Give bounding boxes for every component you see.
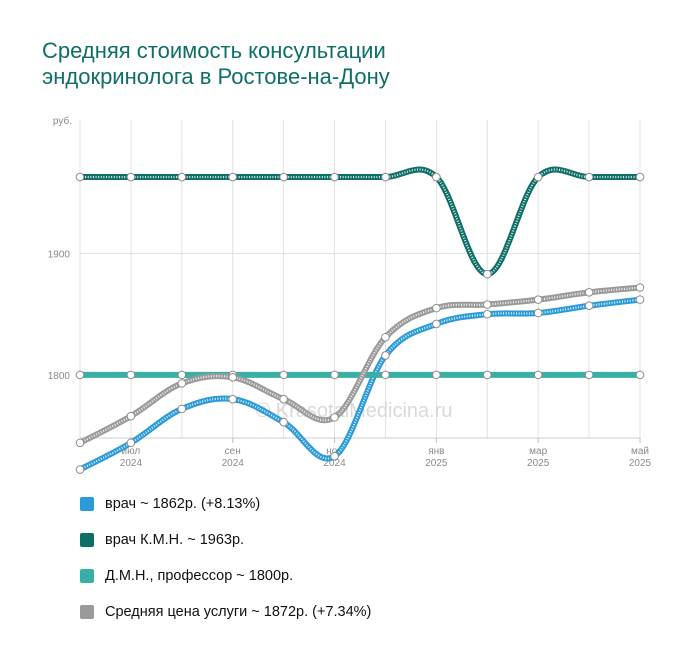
data-point-series-3 [584,288,594,297]
data-point-series-3 [177,379,187,388]
x-tick-label: мар [529,446,547,457]
x-tick-year-label: 2024 [323,458,346,469]
data-point-series-0 [177,404,187,414]
data-point-series-3 [126,411,136,421]
data-point-series-1 [126,172,136,182]
data-point-series-1 [75,172,85,182]
data-point-series-1 [177,172,187,182]
legend-item: Д.М.Н., профессор ~ 1800р. [80,558,371,594]
line-chart: 18001900руб.июл2024сен2024ноя2024янв2025… [48,115,652,474]
chart-legend: врач ~ 1862р. (+8.13%) врач К.М.Н. ~ 1963… [80,486,371,630]
data-point-series-2 [635,370,645,380]
data-point-series-2 [330,370,339,380]
series-line-texture-1 [79,168,640,276]
legend-label: Д.М.Н., профессор ~ 1800р. [105,568,294,584]
x-tick-year-label: 2025 [527,458,550,469]
y-axis-unit-label: руб. [53,115,72,127]
legend-swatch [80,569,94,583]
data-point-series-0 [228,394,238,404]
legend-swatch [80,497,94,511]
data-point-series-2 [177,370,187,380]
data-point-series-3 [432,303,441,313]
data-point-series-0 [533,308,543,318]
data-point-series-3 [381,332,390,342]
data-point-series-0 [432,319,441,329]
data-point-series-3 [228,373,238,382]
data-point-series-1 [330,172,339,182]
data-point-series-1 [584,172,594,182]
data-point-series-1 [533,172,543,182]
x-tick-year-label: 2025 [425,458,448,469]
data-point-series-0 [635,295,645,304]
data-point-series-2 [533,370,543,380]
legend-swatch [80,533,94,547]
y-tick-label: 1900 [48,250,71,261]
x-tick-label: ноя [326,446,343,457]
data-point-series-3 [482,300,492,309]
data-point-series-2 [75,370,85,380]
data-point-series-1 [228,172,238,182]
legend-item: врач ~ 1862р. (+8.13%) [80,486,371,522]
data-point-series-1 [432,172,441,182]
chart-title-line-2: эндокринолога в Ростове-на-Дону [42,64,390,89]
data-point-series-1 [279,172,288,182]
data-point-series-3 [75,438,85,448]
legend-item: врач К.М.Н. ~ 1963р. [80,522,371,558]
legend-swatch [80,605,94,619]
data-point-series-3 [279,394,288,404]
chart-title-line-1: Средняя стоимость консультации [42,38,386,63]
data-point-series-2 [482,370,492,380]
data-point-series-0 [482,309,492,319]
data-point-series-0 [330,451,339,461]
data-point-series-3 [330,413,339,422]
data-point-series-0 [126,438,136,448]
data-point-series-1 [635,172,645,182]
x-tick-label: янв [428,446,444,457]
x-tick-label: сен [225,446,241,457]
x-tick-year-label: 2024 [120,458,143,469]
data-point-series-2 [432,370,441,380]
legend-label: врач ~ 1862р. (+8.13%) [105,496,261,512]
watermark: © KrasotaiMedicina.ru [255,400,452,422]
data-point-series-2 [126,370,136,380]
data-point-series-2 [279,370,288,380]
legend-item: Средняя цена услуги ~ 1872р. (+7.34%) [80,594,371,630]
x-tick-label: май [631,446,649,457]
data-point-series-3 [533,295,543,304]
data-point-series-3 [635,283,645,292]
data-point-series-2 [584,370,594,380]
chart-title: Средняя стоимость консультации эндокрино… [42,38,390,90]
x-tick-year-label: 2025 [629,458,652,469]
data-point-series-0 [381,351,390,360]
data-point-series-1 [482,269,492,279]
data-point-series-0 [279,417,288,427]
x-tick-label: июл [122,446,141,457]
data-point-series-0 [75,465,85,474]
legend-label: Средняя цена услуги ~ 1872р. (+7.34%) [105,604,372,620]
y-tick-label: 1800 [48,371,71,382]
legend-label: врач К.М.Н. ~ 1963р. [105,532,245,548]
data-point-series-0 [584,301,594,311]
x-tick-year-label: 2024 [222,458,245,469]
data-point-series-1 [381,172,390,182]
data-point-series-2 [381,370,390,380]
series-line-1 [77,166,643,278]
